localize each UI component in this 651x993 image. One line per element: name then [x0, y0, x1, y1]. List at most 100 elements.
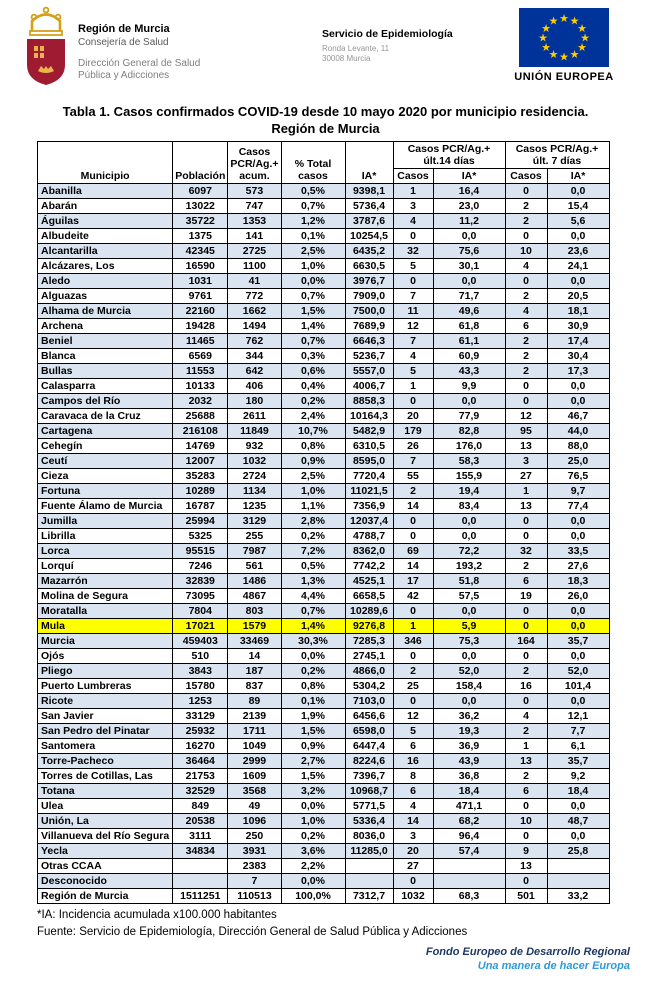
value-cell: 4: [392, 798, 434, 814]
municipio-cell: Puerto Lumbreras: [36, 678, 174, 694]
value-cell: 2,5%: [280, 468, 346, 484]
value-cell: 15780: [172, 678, 229, 694]
value-cell: 4,4%: [280, 588, 346, 604]
value-cell: 25: [392, 678, 434, 694]
svg-text:★: ★: [577, 22, 587, 35]
value-cell: 0,9%: [280, 453, 346, 469]
value-cell: 25932: [172, 723, 229, 739]
value-cell: 1,5%: [280, 768, 346, 784]
table-row: Mazarrón 32839 1486 1,3% 4525,1 17 51,8 6 18,3: [36, 573, 610, 589]
value-cell: 7689,9: [344, 318, 394, 334]
value-cell: 6: [504, 783, 548, 799]
value-cell: 11849: [227, 423, 282, 439]
municipio-cell: Fuente Álamo de Murcia: [36, 498, 174, 514]
value-cell: 837: [227, 678, 282, 694]
value-cell: 7804: [172, 603, 229, 619]
value-cell: 26: [392, 438, 434, 454]
value-cell: 250: [227, 828, 282, 844]
value-cell: 0: [504, 828, 548, 844]
value-cell: 13: [504, 858, 548, 874]
value-cell: 4: [504, 303, 548, 319]
value-cell: 32529: [172, 783, 229, 799]
value-cell: 7500,0: [344, 303, 394, 319]
value-cell: 68,3: [432, 888, 506, 904]
eu-flag-icon: ★ ★★ ★★★ ★★★ ★★★: [519, 8, 609, 67]
value-cell: 187: [227, 663, 282, 679]
value-cell: 0: [392, 528, 434, 544]
table-row: Bullas 11553 642 0,6% 5557,0 5 43,3 2 17,3: [36, 363, 610, 379]
eu-footer-line1: Fondo Europeo de Desarrollo Regional: [425, 946, 630, 958]
value-cell: 2: [504, 558, 548, 574]
value-cell: 41: [227, 273, 282, 289]
value-cell: 0,0: [432, 228, 506, 244]
municipio-cell: Jumilla: [36, 513, 174, 529]
table-row: Cieza 35283 2724 2,5% 7720,4 55 155,9 27 76,5: [36, 468, 610, 484]
table-row: Alcantarilla 42345 2725 2,5% 6435,2 32 75,6 10 2…: [36, 243, 610, 259]
value-cell: 1253: [172, 693, 229, 709]
value-cell: 13: [504, 753, 548, 769]
value-cell: 6: [504, 573, 548, 589]
value-cell: 30,3%: [280, 633, 346, 649]
value-cell: 95515: [172, 543, 229, 559]
value-cell: 8: [392, 768, 434, 784]
table-row: Torres de Cotillas, Las 21753 1609 1,5% 7396…: [36, 768, 610, 784]
svg-text:★: ★: [549, 48, 559, 61]
value-cell: 43,3: [432, 363, 506, 379]
org-subdepartment: Dirección General de Salud Pública y Adi…: [78, 58, 201, 81]
value-cell: 1,2%: [280, 213, 346, 229]
value-cell: 2: [504, 213, 548, 229]
eu-footer: Fondo Europeo de Desarrollo Regional Una…: [0, 945, 651, 973]
value-cell: 6: [392, 738, 434, 754]
value-cell: 17021: [172, 618, 229, 634]
municipio-cell: Torres de Cotillas, Las: [36, 768, 174, 784]
murcia-crest-block: Región de Murcia Consejería de Salud Dir…: [22, 5, 208, 89]
table-total-row: Región de Murcia 1511251 110513 100,0% 7312,…: [36, 888, 610, 904]
covid-cases-table: Municipio Población Casos PCR/Ag.+ acum.…: [36, 141, 610, 904]
municipio-cell: Campos del Río: [36, 393, 174, 409]
value-cell: 19: [504, 588, 548, 604]
municipio-cell: Santomera: [36, 738, 174, 754]
value-cell: 25,8: [546, 843, 610, 859]
eu-block: ★ ★ ★ ★ ★ ★ ★ ★ ★ ★ ★ ★ UNIÓN EUROPEA: [498, 8, 630, 83]
municipio-cell: Lorca: [36, 543, 174, 559]
value-cell: 18,4: [546, 783, 610, 799]
value-cell: 0: [504, 603, 548, 619]
value-cell: 1662: [227, 303, 282, 319]
service-name: Servicio de Epidemiología: [322, 28, 453, 40]
table-title-line1: Tabla 1. Casos confirmados COVID-19 desd…: [62, 104, 589, 119]
value-cell: 642: [227, 363, 282, 379]
value-cell: 15,4: [546, 198, 610, 214]
value-cell: 49: [227, 798, 282, 814]
value-cell: 96,4: [432, 828, 506, 844]
value-cell: 9,2: [546, 768, 610, 784]
value-cell: 2: [504, 768, 548, 784]
value-cell: 0,7%: [280, 603, 346, 619]
municipio-cell: Calasparra: [36, 378, 174, 394]
value-cell: 4788,7: [344, 528, 394, 544]
value-cell: 6646,3: [344, 333, 394, 349]
col-group-14-dias: Casos PCR/Ag.+ últ.14 días: [392, 141, 506, 169]
value-cell: 69: [392, 543, 434, 559]
value-cell: 61,1: [432, 333, 506, 349]
table-row: Ojós 510 14 0,0% 2745,1 0 0,0 0 0,0: [36, 648, 610, 664]
table-row: Fuente Álamo de Murcia 16787 1235 1,1% 7356,…: [36, 498, 610, 514]
value-cell: 6658,5: [344, 588, 394, 604]
value-cell: 0: [504, 648, 548, 664]
value-cell: 13022: [172, 198, 229, 214]
value-cell: 6435,2: [344, 243, 394, 259]
value-cell: 61,8: [432, 318, 506, 334]
value-cell: 1,4%: [280, 618, 346, 634]
table-row: Librilla 5325 255 0,2% 4788,7 0 0,0 0 0,0: [36, 528, 610, 544]
col-header-pct-total: % Total casos: [280, 141, 346, 184]
table-row: Aledo 1031 41 0,0% 3976,7 0 0,0 0 0,0: [36, 273, 610, 289]
value-cell: 42345: [172, 243, 229, 259]
municipio-cell: Moratalla: [36, 603, 174, 619]
value-cell: 51,8: [432, 573, 506, 589]
value-cell: 7742,2: [344, 558, 394, 574]
value-cell: 6598,0: [344, 723, 394, 739]
value-cell: 26,0: [546, 588, 610, 604]
value-cell: 1,0%: [280, 258, 346, 274]
value-cell: 7285,3: [344, 633, 394, 649]
value-cell: 12,1: [546, 708, 610, 724]
svg-text:★: ★: [580, 32, 590, 45]
